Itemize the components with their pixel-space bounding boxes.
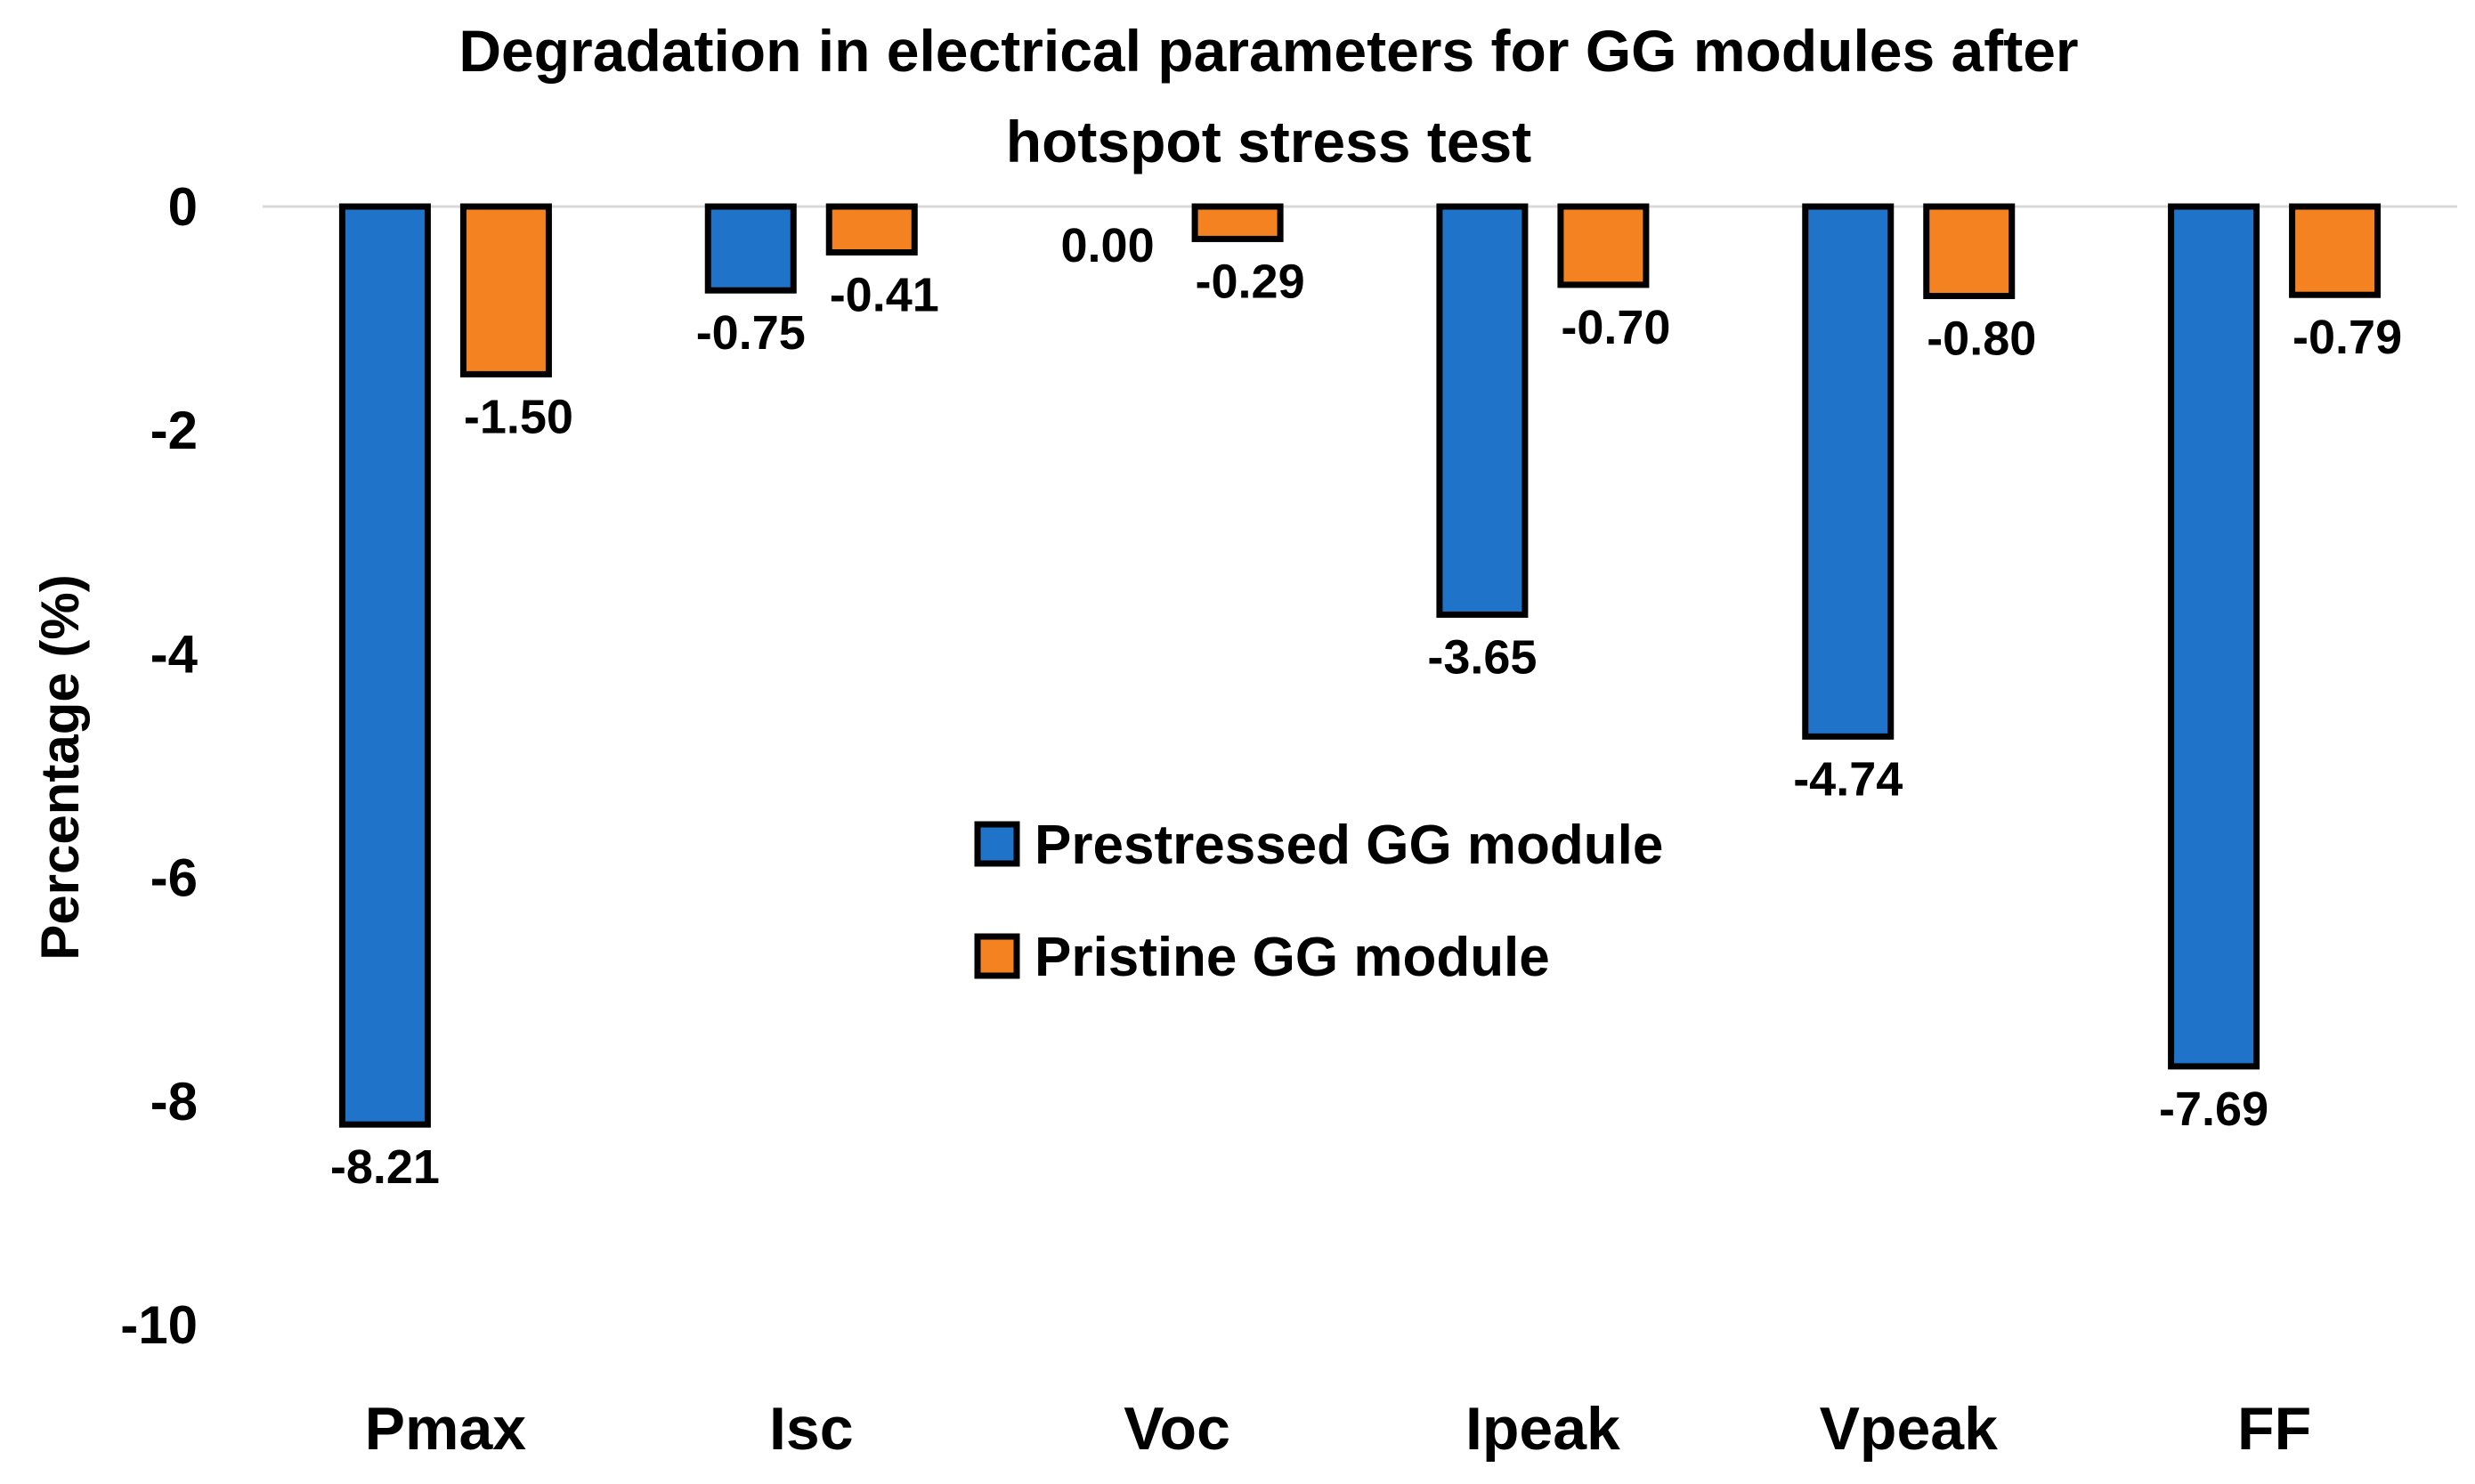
y-tick-label: -6 (150, 848, 198, 908)
bar-pristine-vpeak (1923, 203, 2016, 299)
data-label-pristine-ipeak: -0.70 (1561, 301, 1670, 354)
chart-title-line-1: Degradation in electrical parameters for… (458, 18, 2078, 84)
y-tick-label: -4 (150, 624, 199, 684)
data-label-pristine-ff: -0.79 (2292, 311, 2402, 364)
bar-pristine-ff (2289, 203, 2382, 298)
data-label-prestressed-ff: -7.69 (2159, 1083, 2268, 1136)
legend-swatch-pristine (974, 933, 1020, 979)
y-axis-title: Percentage (%) (30, 574, 90, 960)
legend-label-pristine: Pristine GG module (1035, 927, 1550, 988)
bar-prestressed-ff (2168, 203, 2260, 1070)
x-axis-categories: Pmax Isc Voc Ipeak Vpeak FF (365, 1395, 2311, 1463)
data-label-prestressed-ipeak: -3.65 (1427, 630, 1537, 684)
bar-pristine-pmax (459, 203, 552, 377)
data-label-pristine-pmax: -1.50 (464, 390, 573, 443)
chart-title-line-2: hotspot stress test (1006, 109, 1531, 174)
x-category-label: Ipeak (1465, 1395, 1620, 1463)
legend-swatch-prestressed (974, 821, 1020, 867)
y-tick-label: -2 (150, 401, 198, 460)
legend-label-prestressed: Prestressed GG module (1035, 815, 1663, 876)
data-label-pristine-vpeak: -0.80 (1927, 312, 2036, 365)
bar-pristine-voc (1191, 203, 1284, 242)
data-label-pristine-voc: -0.29 (1196, 255, 1305, 308)
x-category-label: Pmax (365, 1395, 527, 1463)
bar-prestressed-ipeak (1436, 203, 1529, 618)
bar-prestressed-isc (704, 203, 797, 294)
y-tick-label: 0 (168, 177, 198, 237)
data-label-prestressed-voc: 0.00 (1061, 219, 1155, 272)
data-label-prestressed-vpeak: -4.74 (1793, 752, 1903, 806)
x-category-label: Voc (1124, 1395, 1230, 1463)
y-tick-label: -10 (120, 1295, 198, 1355)
bar-pristine-ipeak (1557, 203, 1650, 288)
legend: Prestressed GG module Pristine GG module (974, 815, 1663, 988)
x-category-label: Isc (769, 1395, 854, 1463)
bar-pristine-isc (825, 203, 918, 255)
x-category-label: Vpeak (1820, 1395, 1999, 1463)
bar-series (338, 203, 2382, 1128)
data-label-prestressed-pmax: -8.21 (330, 1140, 440, 1194)
data-labels: -8.21 -1.50 -0.75 -0.41 0.00 -0.29 -3.65 -0.70 -… (330, 219, 2402, 1194)
bar-prestressed-vpeak (1802, 203, 1895, 740)
y-tick-label: -8 (150, 1072, 198, 1131)
bar-prestressed-pmax (338, 203, 431, 1128)
y-axis-ticks: 0 -2 -4 -6 -8 -10 (120, 177, 198, 1355)
data-label-pristine-isc: -0.41 (830, 268, 939, 321)
data-label-prestressed-isc: -0.75 (696, 306, 806, 360)
x-category-label: FF (2237, 1395, 2311, 1463)
